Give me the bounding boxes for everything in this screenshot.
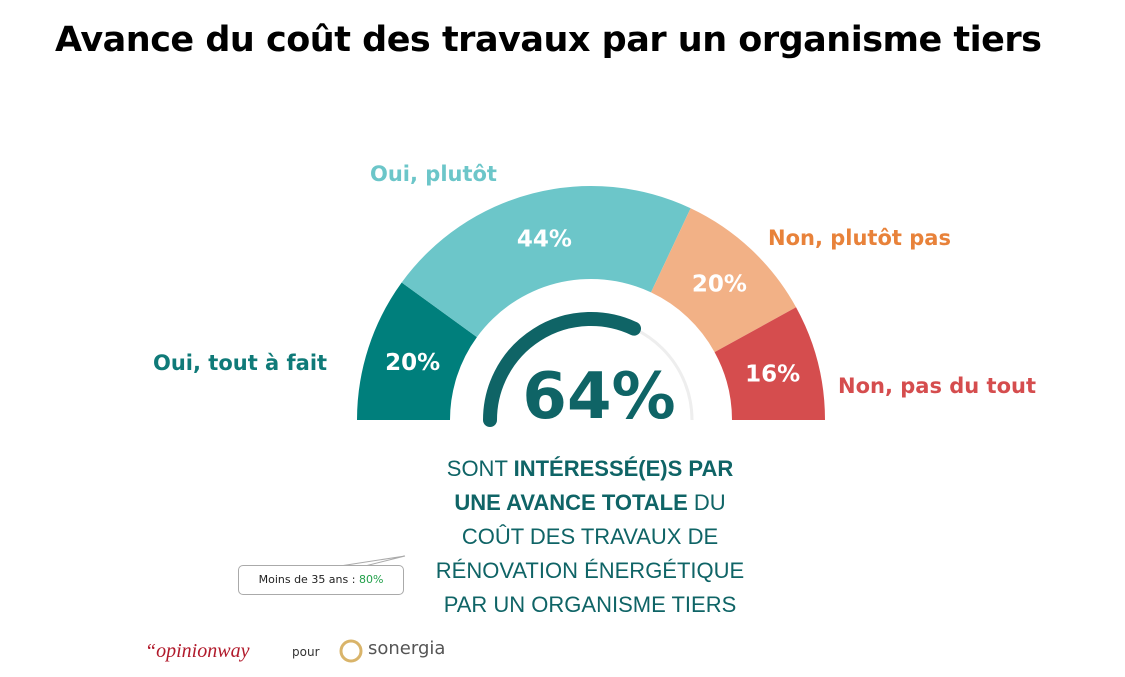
- legend-label-oui-plutot: Oui, plutôt: [370, 162, 497, 186]
- gauge-description: SONT INTÉRESSÉ(E)S PAR UNE AVANCE TOTALE…: [400, 452, 780, 622]
- desc-text: RÉNOVATION ÉNERGÉTIQUE: [435, 558, 745, 583]
- desc-text: PAR UN ORGANISME TIERS: [443, 592, 737, 617]
- footer-pour: pour: [292, 645, 320, 659]
- page-title: Avance du coût des travaux par un organi…: [55, 20, 1042, 60]
- data-label-1: 44%: [517, 226, 572, 252]
- desc-text: COÛT DES TRAVAUX DE: [461, 524, 719, 549]
- callout-value: 80%: [358, 573, 384, 586]
- legend-label-non-pas-du-tout: Non, pas du tout: [838, 374, 1037, 398]
- callout-label: Moins de 35 ans :: [258, 573, 359, 586]
- gauge-value: 64%: [522, 360, 675, 434]
- slice-3: [714, 307, 825, 420]
- slice-0: [357, 282, 477, 420]
- opinionway-logo: “opinionway: [145, 640, 250, 662]
- gauge-arc: [483, 312, 642, 427]
- desc-bold: UNE AVANCE TOTALE: [454, 490, 688, 515]
- callout-box: Moins de 35 ans : 80%: [238, 565, 404, 595]
- data-label-0: 20%: [385, 350, 440, 376]
- desc-bold: INTÉRESSÉ(E)S PAR: [513, 456, 734, 481]
- sonergia-logo: sonergia: [368, 638, 446, 659]
- desc-text: DU: [687, 490, 726, 515]
- slice-2: [651, 208, 797, 353]
- data-label-3: 16%: [745, 361, 800, 387]
- legend-label-oui-tout-a-fait: Oui, tout à fait: [153, 351, 328, 375]
- slice-1: [401, 186, 691, 338]
- data-label-2: 20%: [692, 271, 747, 297]
- desc-text: SONT: [446, 456, 514, 481]
- legend-label-non-plutot-pas: Non, plutôt pas: [768, 226, 951, 250]
